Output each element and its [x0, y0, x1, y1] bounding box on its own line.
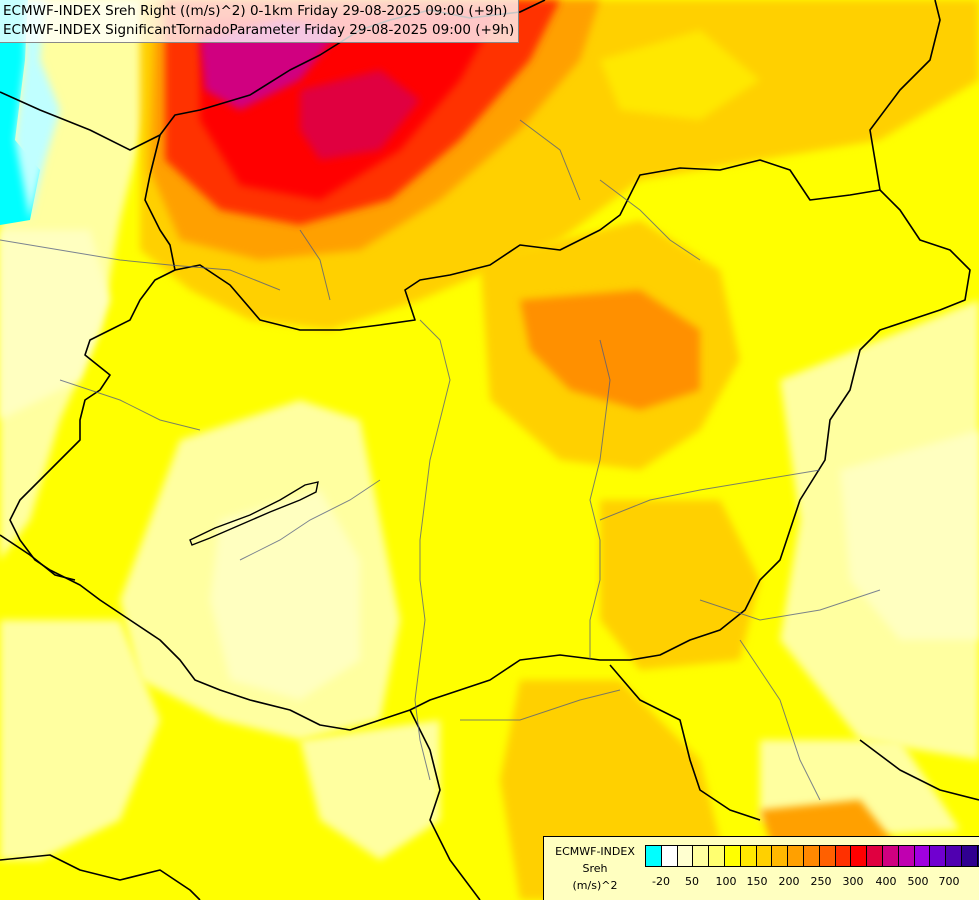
national-border-hu-north [49, 159, 971, 731]
legend-tick-label: 700 [938, 875, 960, 888]
legend-parameter: Sreh [582, 862, 608, 875]
legend-swatch [803, 846, 820, 866]
color-legend: ECMWF-INDEX Sreh (m/s)^2 -20 50 100 150 200 2… [543, 836, 979, 900]
national-border-east [869, 0, 941, 191]
legend-tick-label: 250 [810, 875, 832, 888]
legend-swatch [756, 846, 773, 866]
legend-swatch [740, 846, 757, 866]
legend-color-scale [645, 845, 979, 867]
legend-swatch [867, 846, 883, 866]
legend-tick-label: 300 [842, 875, 864, 888]
legend-swatch [851, 846, 868, 866]
legend-swatch [961, 846, 978, 866]
legend-tick-label: 400 [875, 875, 897, 888]
rivers [0, 119, 881, 801]
legend-swatch [977, 846, 979, 866]
national-border-south-3 [609, 664, 761, 821]
map-title: ECMWF-INDEX Sreh Right ((m/s)^2) 0-1km F… [0, 0, 520, 43]
legend-swatch [914, 846, 931, 866]
legend-tick-label: 150 [746, 875, 768, 888]
lake-balaton [189, 481, 319, 546]
legend-swatch [788, 846, 804, 866]
national-border-se [859, 739, 979, 801]
legend-swatch [661, 846, 678, 866]
national-border-south-2 [409, 709, 481, 900]
legend-swatch [646, 846, 662, 866]
legend-swatch [835, 846, 852, 866]
legend-swatch [946, 846, 962, 866]
legend-swatch [693, 846, 710, 866]
legend-tick-label: 50 [685, 875, 699, 888]
national-border-west [9, 134, 176, 571]
legend-tick-label: 100 [715, 875, 737, 888]
legend-unit: (m/s)^2 [572, 879, 618, 892]
legend-ticks: -20 50 100 150 200 250 300 400 500 700 [544, 875, 979, 889]
legend-tick-label: 200 [778, 875, 800, 888]
legend-swatch [677, 846, 694, 866]
title-line-sreh: ECMWF-INDEX Sreh Right ((m/s)^2) 0-1km F… [3, 3, 508, 19]
legend-swatch [898, 846, 915, 866]
legend-tick-label: 500 [907, 875, 929, 888]
title-line-stp: ECMWF-INDEX SignificantTornadoParameter … [3, 22, 515, 38]
legend-swatch [724, 846, 741, 866]
legend-swatch [709, 846, 725, 866]
legend-swatch [882, 846, 899, 866]
legend-tick-label: -20 [652, 875, 670, 888]
legend-swatch [930, 846, 947, 866]
legend-swatch [819, 846, 836, 866]
legend-source: ECMWF-INDEX [555, 845, 635, 858]
national-border-south-1 [0, 534, 76, 581]
legend-swatch [772, 846, 789, 866]
national-border-southwest [0, 854, 201, 900]
